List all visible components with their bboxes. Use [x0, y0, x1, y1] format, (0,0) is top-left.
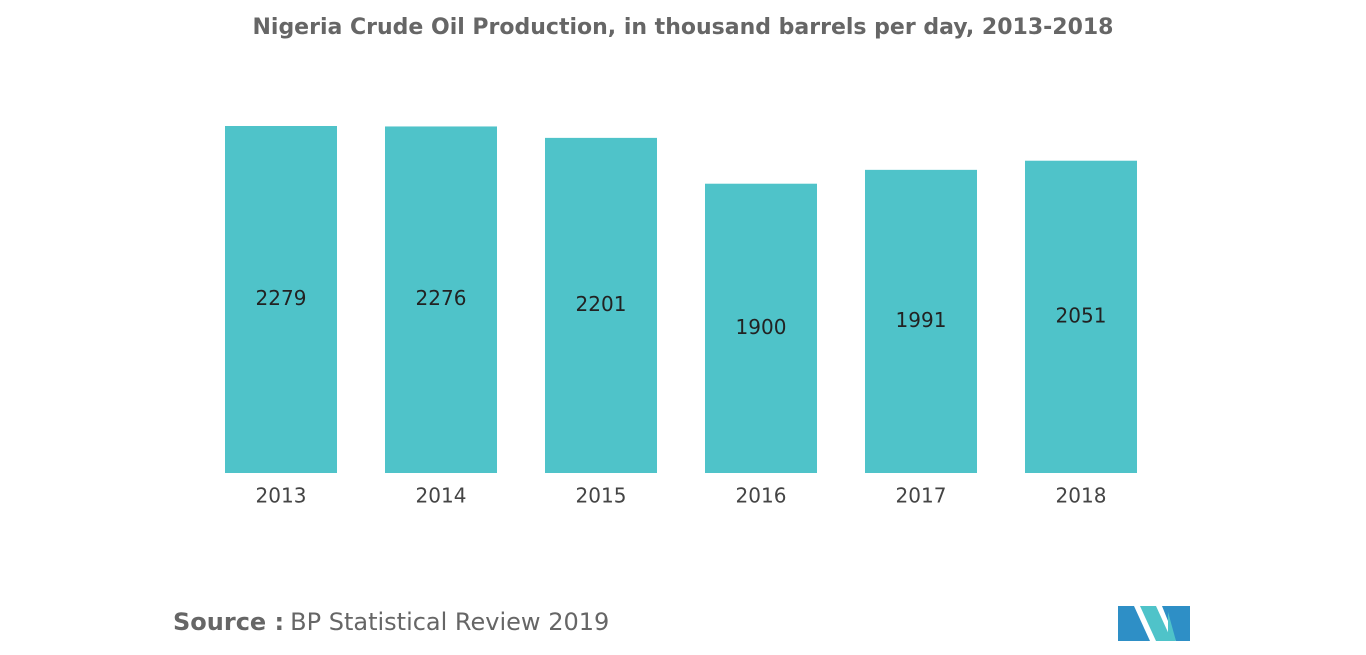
source: Source : BP Statistical Review 2019 — [173, 608, 609, 636]
x-tick-label: 2015 — [576, 484, 627, 508]
logo-shape — [1162, 606, 1190, 641]
bar — [385, 126, 497, 473]
x-tick-label: 2016 — [736, 484, 787, 508]
x-tick-label: 2013 — [256, 484, 307, 508]
bar — [545, 137, 657, 473]
source-label: Source : — [173, 608, 284, 636]
x-tick-label: 2017 — [896, 484, 947, 508]
logo-shape — [1140, 606, 1172, 641]
data-label: 2279 — [256, 286, 307, 310]
bar — [865, 169, 977, 473]
logo-shape — [1168, 612, 1176, 641]
data-label: 1991 — [896, 308, 947, 332]
x-tick-label: 2018 — [1056, 484, 1107, 508]
data-label: 1900 — [736, 315, 787, 339]
bar — [1025, 160, 1137, 474]
data-label: 2051 — [1056, 303, 1107, 327]
x-tick-label: 2014 — [416, 484, 467, 508]
data-label: 2201 — [576, 292, 627, 316]
chart-title: Nigeria Crude Oil Production, in thousan… — [252, 15, 1113, 40]
source-text: BP Statistical Review 2019 — [290, 608, 609, 636]
bar — [705, 183, 817, 473]
logo — [1118, 606, 1190, 641]
logo-shape — [1118, 606, 1150, 641]
bar — [225, 126, 337, 473]
data-label: 2276 — [416, 286, 467, 310]
